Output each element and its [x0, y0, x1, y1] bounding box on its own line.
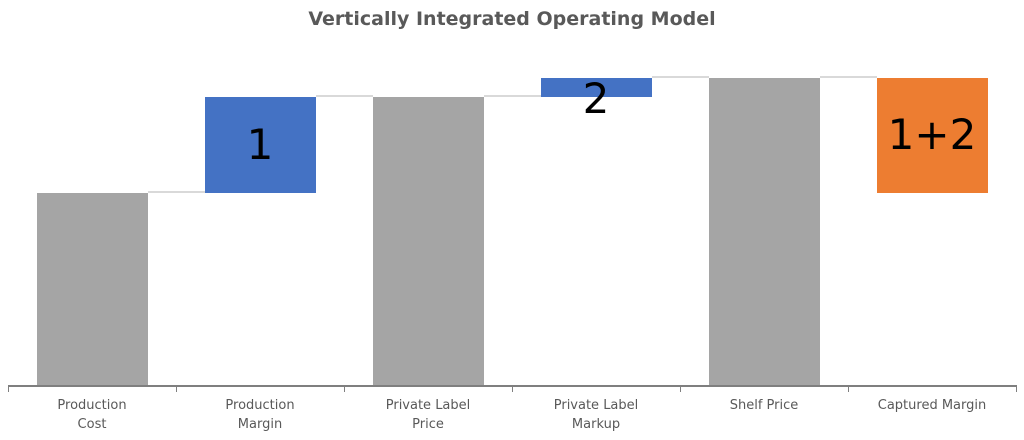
- data-label-production-margin: 1: [246, 120, 274, 169]
- bar-shelf-price: [708, 77, 820, 385]
- connector-line: [819, 75, 877, 78]
- axis-label-private-label-markup: Private Label Markup: [553, 398, 639, 432]
- connector-line: [315, 95, 373, 97]
- connector-line: [147, 191, 205, 193]
- axis-label-production-cost: Production Cost: [57, 398, 127, 432]
- data-label-captured-margin: 1+2: [887, 110, 977, 160]
- bar-private-label-price: [372, 97, 484, 385]
- axis-tick: [511, 385, 513, 392]
- bar-captured-margin: [876, 77, 988, 193]
- axis-tick: [7, 385, 9, 392]
- chart-title: Vertically Integrated Operating Model: [308, 8, 716, 30]
- data-label-private-label-markup: 2: [582, 73, 610, 123]
- bar-production-cost: [36, 193, 148, 385]
- axis-tick: [847, 385, 849, 392]
- connector-line: [483, 95, 541, 97]
- axis-label-captured-margin: Captured Margin: [877, 398, 987, 413]
- bar-production-margin: [204, 97, 316, 193]
- connector-line: [651, 75, 709, 78]
- axis-label-private-label-price: Private Label Price: [385, 398, 471, 432]
- axis-tick: [175, 385, 177, 392]
- axis-label-shelf-price: Shelf Price: [729, 398, 799, 413]
- bar-private-label-markup: [540, 77, 652, 97]
- axis-label-production-margin: Production Margin: [225, 398, 295, 432]
- axis-tick: [343, 385, 345, 392]
- axis-tick: [1015, 385, 1017, 392]
- axis-tick: [679, 385, 681, 392]
